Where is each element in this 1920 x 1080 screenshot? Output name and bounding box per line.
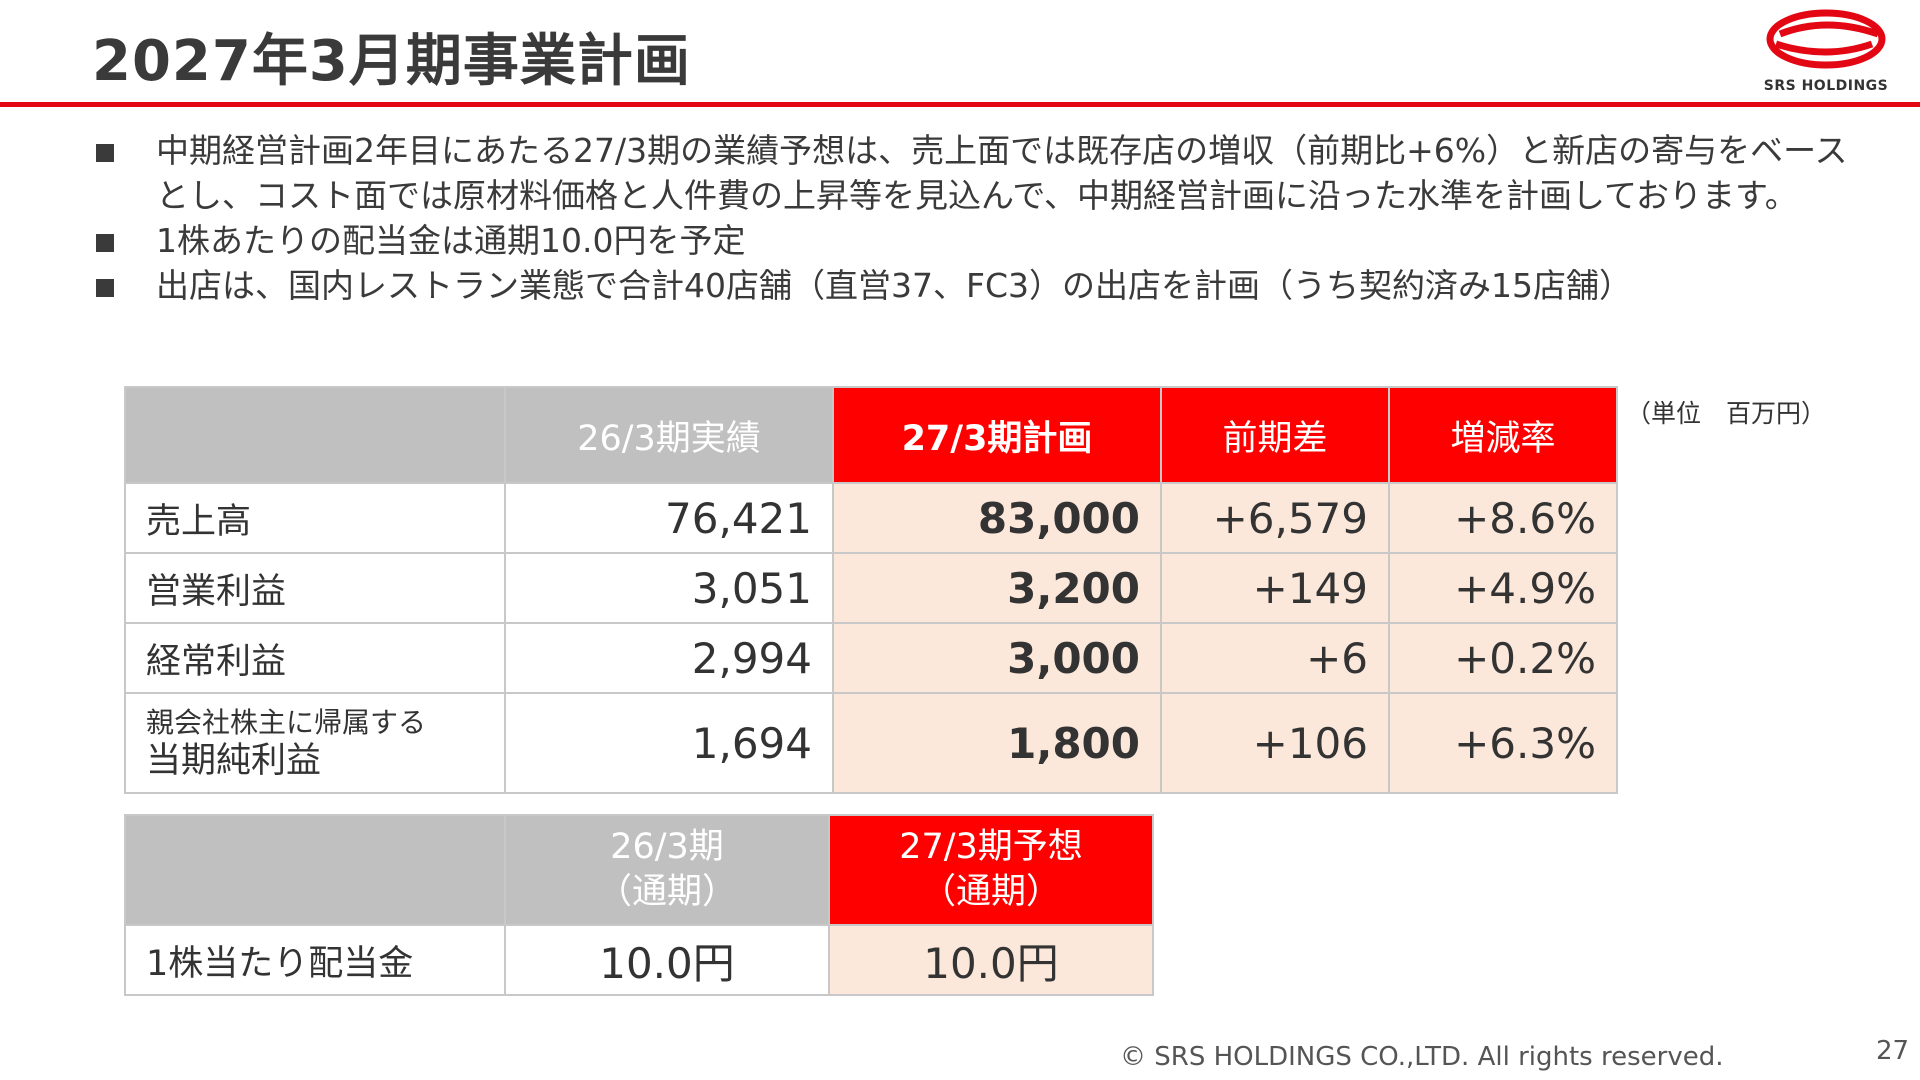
header-plan: 27/3期計画 xyxy=(832,386,1162,484)
cell-plan: 3,200 xyxy=(832,552,1162,624)
table-row: 1株当たり配当金 10.0円 10.0円 xyxy=(124,924,1154,996)
bullet-item: 1株あたりの配当金は通期10.0円を予定 xyxy=(96,218,1856,263)
row-label: 営業利益 xyxy=(124,552,506,624)
table-row: 経常利益 2,994 3,000 +6 +0.2% xyxy=(124,622,1618,694)
cell-rate: +4.9% xyxy=(1388,552,1618,624)
logo-text: SRS HOLDINGS xyxy=(1763,78,1889,94)
cell-rate: +0.2% xyxy=(1388,622,1618,694)
row-label-main: 当期純利益 xyxy=(146,741,322,781)
cell-plan: 3,000 xyxy=(832,622,1162,694)
cell-rate: +6.3% xyxy=(1388,692,1618,794)
header-diff: 前期差 xyxy=(1160,386,1390,484)
table-row: 親会社株主に帰属する 当期純利益 1,694 1,800 +106 +6.3% xyxy=(124,692,1618,794)
copyright-footer: © SRS HOLDINGS CO.,LTD. All rights reser… xyxy=(1120,1042,1724,1072)
unit-note: （単位 百万円） xyxy=(1626,399,1827,428)
dividend-table: 26/3期 （通期） 27/3期予想 （通期） 1株当たり配当金 10.0円 1… xyxy=(124,814,1154,996)
square-bullet-icon xyxy=(96,144,114,162)
row-label: 売上高 xyxy=(124,482,506,554)
square-bullet-icon xyxy=(96,234,114,252)
cell-plan: 1,800 xyxy=(832,692,1162,794)
title-divider xyxy=(0,102,1920,107)
cell-diff: +6 xyxy=(1160,622,1390,694)
table-header-row: 26/3期 （通期） 27/3期予想 （通期） xyxy=(124,814,1154,926)
bullet-list: 中期経営計画2年目にあたる27/3期の業績予想は、売上面では既存店の増収（前期比… xyxy=(96,128,1856,308)
header-rate: 増減率 xyxy=(1388,386,1618,484)
row-label: 経常利益 xyxy=(124,622,506,694)
cell-diff: +106 xyxy=(1160,692,1390,794)
cell-diff: +6,579 xyxy=(1160,482,1390,554)
table-row: 売上高 76,421 83,000 +6,579 +8.6% xyxy=(124,482,1618,554)
page-title: 2027年3月期事業計画 xyxy=(92,29,691,94)
cell-actual: 1,694 xyxy=(504,692,834,794)
square-bullet-icon xyxy=(96,279,114,297)
company-logo: SRS HOLDINGS xyxy=(1756,8,1896,98)
cell-diff: +149 xyxy=(1160,552,1390,624)
table-row: 営業利益 3,051 3,200 +149 +4.9% xyxy=(124,552,1618,624)
bullet-text: 中期経営計画2年目にあたる27/3期の業績予想は、売上面では既存店の増収（前期比… xyxy=(156,131,1848,215)
cell-prev: 10.0円 xyxy=(504,924,830,996)
row-label: 親会社株主に帰属する 当期純利益 xyxy=(124,692,506,794)
cell-forecast: 10.0円 xyxy=(828,924,1154,996)
srs-logo-icon xyxy=(1766,9,1886,69)
header-actual: 26/3期実績 xyxy=(504,386,834,484)
cell-actual: 76,421 xyxy=(504,482,834,554)
bullet-text: 出店は、国内レストラン業態で合計40店舗（直営37、FC3）の出店を計画（うち契… xyxy=(156,266,1632,305)
header-blank xyxy=(124,814,506,926)
cell-actual: 3,051 xyxy=(504,552,834,624)
header-prev: 26/3期 （通期） xyxy=(504,814,830,926)
header-forecast-line1: 27/3期予想 xyxy=(899,827,1083,867)
page-number: 27 xyxy=(1876,1036,1910,1066)
bullet-text: 1株あたりの配当金は通期10.0円を予定 xyxy=(156,221,746,260)
bullet-item: 出店は、国内レストラン業態で合計40店舗（直営37、FC3）の出店を計画（うち契… xyxy=(96,263,1856,308)
cell-actual: 2,994 xyxy=(504,622,834,694)
header-forecast-line2: （通期） xyxy=(920,872,1061,912)
table-header-row: 26/3期実績 27/3期計画 前期差 増減率 xyxy=(124,386,1618,484)
earnings-plan-table: 26/3期実績 27/3期計画 前期差 増減率 売上高 76,421 83,00… xyxy=(124,386,1618,794)
header-prev-line1: 26/3期 xyxy=(610,827,724,867)
row-label-sub: 親会社株主に帰属する xyxy=(146,706,427,739)
row-label: 1株当たり配当金 xyxy=(124,924,506,996)
header-forecast: 27/3期予想 （通期） xyxy=(828,814,1154,926)
cell-plan: 83,000 xyxy=(832,482,1162,554)
header-blank xyxy=(124,386,506,484)
cell-rate: +8.6% xyxy=(1388,482,1618,554)
header-prev-line2: （通期） xyxy=(596,872,737,912)
bullet-item: 中期経営計画2年目にあたる27/3期の業績予想は、売上面では既存店の増収（前期比… xyxy=(96,128,1856,218)
